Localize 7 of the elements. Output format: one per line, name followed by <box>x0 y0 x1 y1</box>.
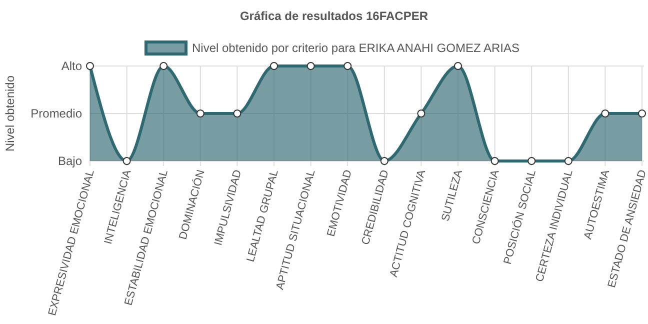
legend-label: Nivel obtenido por criterio para ERIKA ANAHI GOMEZ ARIAS <box>192 41 520 55</box>
x-tick-label: LEALTAD GRUPAL <box>244 168 281 264</box>
text: Alto <box>61 59 82 74</box>
text: Bajo <box>58 154 82 168</box>
y-axis-title: Nivel obtenido <box>3 75 17 152</box>
text: Promedio <box>30 106 82 121</box>
chart-title: Gráfica de resultados 16FACPER <box>240 9 428 23</box>
